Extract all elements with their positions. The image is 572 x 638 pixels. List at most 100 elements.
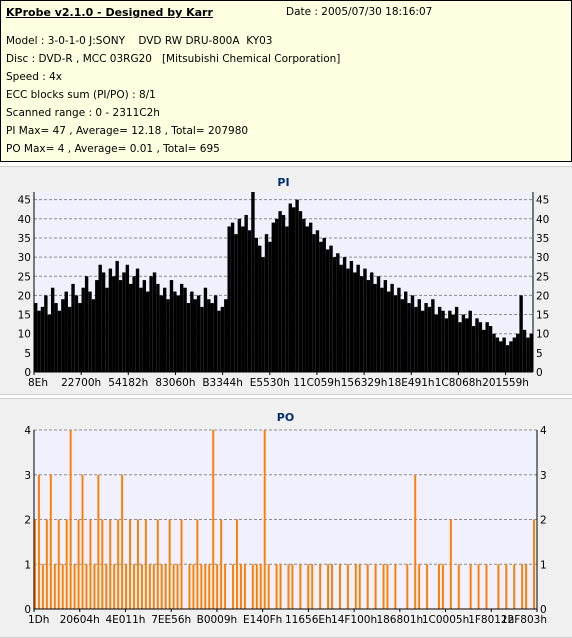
pi-stats-line: PI Max= 47 , Average= 12.18 , Total= 207… [6, 125, 249, 137]
data-bar [65, 519, 68, 609]
data-bar [359, 276, 364, 372]
data-bar [325, 249, 330, 372]
x-tick-label: 20604h [60, 614, 100, 626]
y-tick-label-left: 10 [18, 329, 31, 341]
y-tick-label-left: 40 [18, 214, 31, 226]
data-bar [108, 268, 113, 372]
data-bar [418, 564, 421, 609]
data-bar [393, 295, 398, 372]
y-tick-label-right: 35 [536, 233, 549, 245]
data-bar [525, 564, 528, 609]
y-tick-label-right: 20 [536, 290, 549, 302]
data-bar [353, 272, 357, 372]
data-bar [383, 280, 388, 372]
range-line: Scanned range : 0 - 2311C2h [6, 107, 160, 119]
data-bar [414, 474, 417, 609]
data-bar [346, 268, 350, 372]
data-bar [488, 326, 493, 372]
data-bar [122, 272, 126, 372]
data-bar [84, 276, 89, 372]
data-bar [85, 564, 88, 609]
data-bar [230, 222, 235, 372]
data-bar [162, 287, 167, 372]
data-bar [112, 276, 116, 372]
data-bar [172, 564, 175, 609]
y-tick-label-right: 5 [536, 348, 543, 360]
data-bar [144, 519, 147, 609]
data-bar [449, 519, 452, 609]
data-bar [308, 222, 313, 372]
data-bar [117, 519, 120, 609]
data-bar [457, 564, 460, 609]
data-bar [78, 303, 82, 372]
data-bar [513, 564, 516, 609]
y-tick-label-left: 2 [24, 515, 31, 527]
x-tick-label: 14F100h [331, 614, 377, 626]
data-bar [156, 519, 159, 609]
data-bar [176, 295, 180, 372]
data-bar [521, 564, 524, 609]
pi-chart: PI 0 0 5 5 10 10 15 15 20 20 25 25 30 30 35 35 40 40 45 45 8E… [18, 176, 550, 389]
ecc-line: ECC blocks sum (PI/PO) : 8/1 [6, 89, 156, 101]
y-tick-label-left: 1 [24, 559, 31, 571]
data-bar [512, 337, 517, 372]
data-bar [81, 287, 85, 372]
data-bar [465, 318, 469, 372]
data-bar [407, 303, 411, 372]
data-bar [57, 310, 62, 372]
data-bar [454, 306, 459, 372]
data-bar [37, 310, 41, 372]
data-bar [213, 295, 218, 372]
y-tick-label-right: 10 [536, 329, 549, 341]
data-bar [196, 295, 201, 372]
data-bar [279, 564, 282, 609]
data-bar [471, 326, 476, 372]
y-tick-label-left: 3 [24, 470, 31, 482]
data-bar [71, 283, 75, 372]
data-bar [125, 264, 130, 372]
data-bar [115, 260, 119, 372]
data-bar [264, 234, 269, 372]
data-bar [431, 299, 435, 372]
data-bar [203, 287, 208, 372]
data-bar [356, 264, 360, 372]
data-bar [47, 314, 51, 372]
data-bar [77, 519, 80, 609]
data-bar [40, 306, 45, 372]
data-bar [444, 318, 449, 372]
data-bar [125, 564, 128, 609]
y-tick-label-left: 20 [18, 290, 31, 302]
data-bar [255, 564, 258, 609]
data-bar [224, 299, 228, 372]
y-tick-label-right: 2 [540, 515, 547, 527]
data-bar [89, 519, 92, 609]
data-bar [148, 564, 151, 609]
data-bar [485, 322, 489, 372]
data-bar [406, 564, 409, 609]
data-bar [34, 303, 38, 372]
data-bar [193, 299, 197, 372]
data-bar [332, 257, 337, 372]
x-tick-label: 7EE56h [151, 614, 191, 626]
data-bar [200, 306, 204, 372]
data-bar [217, 310, 221, 372]
data-bar [251, 192, 255, 372]
data-bar [53, 564, 56, 609]
data-bar [113, 564, 116, 609]
x-tick-label: 18E491h [388, 377, 435, 389]
x-tick-label: B3344h [202, 377, 243, 389]
y-tick-label-right: 0 [536, 367, 543, 379]
data-bar [339, 264, 343, 372]
x-tick-label: E140Fh [243, 614, 282, 626]
data-bar [382, 564, 385, 609]
data-bar [118, 280, 123, 372]
data-bar [390, 283, 394, 372]
data-bar [278, 211, 282, 372]
data-bar [451, 314, 455, 372]
data-bar [370, 272, 374, 372]
data-bar [331, 564, 334, 609]
disc-line: Disc : DVD-R , MCC 03RG20 [Mitsubishi Ch… [6, 53, 341, 65]
data-bar [156, 283, 160, 372]
y-tick-label-left: 0 [24, 367, 31, 379]
data-bar [164, 564, 167, 609]
